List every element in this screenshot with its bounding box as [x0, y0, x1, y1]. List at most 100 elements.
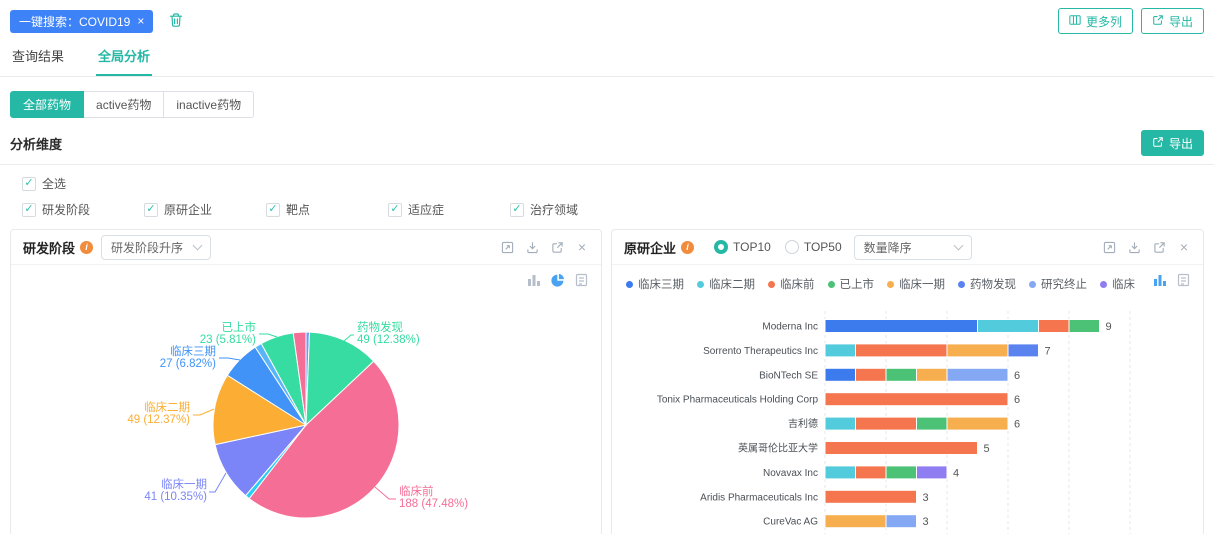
- pie-label-line: [374, 486, 396, 500]
- checkbox-checked-icon: ✓: [388, 202, 402, 217]
- legend-item-已上市[interactable]: 已上市: [827, 276, 874, 292]
- bar-segment-临床前[interactable]: [855, 465, 887, 480]
- bar-segment-临床前[interactable]: [824, 392, 1009, 407]
- bar-segment-已上市[interactable]: [885, 367, 917, 382]
- bar-segment-已上市[interactable]: [1068, 319, 1100, 333]
- checkbox-originator[interactable]: ✓ 原研企业: [144, 201, 266, 218]
- bar-segment-临床二期[interactable]: [824, 465, 856, 480]
- pie-slice-label: 临床一期: [161, 477, 207, 491]
- filter-all-drugs[interactable]: 全部药物: [10, 91, 85, 118]
- checkbox-indication[interactable]: ✓ 适应症: [388, 201, 510, 218]
- bar-segment-临床前[interactable]: [855, 367, 887, 382]
- tab-global-analysis[interactable]: 全局分析: [96, 40, 153, 76]
- bar-segment-临床[interactable]: [916, 465, 948, 480]
- table-view-icon[interactable]: [574, 272, 589, 287]
- bar-segment-临床二期[interactable]: [977, 319, 1039, 333]
- checkbox-target[interactable]: ✓ 靶点: [266, 201, 388, 218]
- info-icon[interactable]: i: [80, 240, 94, 254]
- checkbox-rd-stage[interactable]: ✓ 研发阶段: [22, 201, 144, 218]
- bar-total-label: 7: [1045, 345, 1051, 357]
- more-columns-button[interactable]: 更多列: [1057, 8, 1133, 34]
- dimension-checkboxes: ✓ 全选 ✓ 研发阶段 ✓ 原研企业 ✓ 靶点 ✓ 适应症 ✓: [0, 165, 1214, 218]
- fullscreen-icon[interactable]: [500, 240, 514, 254]
- pie-slice[interactable]: [292, 331, 307, 426]
- company-label: BioNTech SE: [759, 370, 818, 381]
- radio-top10[interactable]: TOP10: [714, 240, 771, 254]
- bar-chart-type-icon[interactable]: [1152, 272, 1167, 287]
- pie-chart-type-icon[interactable]: [550, 272, 565, 287]
- bar-segment-临床一期[interactable]: [946, 416, 1009, 431]
- panel-rd-stage-body: 药物发现 49 (12.38%) 临床前 188 (47.48%) 临床一期 41 (10…: [11, 265, 601, 534]
- bar-segment-研究终止[interactable]: [946, 367, 1009, 382]
- bar-chart-type-icon[interactable]: [526, 272, 541, 287]
- bar-segment-临床三期[interactable]: [824, 367, 856, 382]
- bar-segment-临床一期[interactable]: [916, 367, 948, 382]
- fullscreen-icon[interactable]: [1102, 240, 1116, 254]
- top-n-radio-group: TOP10 TOP50: [714, 240, 842, 254]
- bar-total-label: 9: [1106, 321, 1112, 333]
- tag-close-icon[interactable]: ×: [137, 14, 145, 28]
- bar-segment-临床三期[interactable]: [824, 319, 978, 333]
- bar-segment-临床二期[interactable]: [824, 343, 856, 358]
- legend-dot: [887, 280, 894, 288]
- bar-segment-临床前[interactable]: [855, 416, 917, 431]
- checkbox-select-all[interactable]: ✓ 全选: [22, 175, 144, 192]
- search-tag[interactable]: 一键搜索：COVID19 ×: [10, 9, 154, 33]
- bar-total-label: 3: [923, 492, 929, 504]
- bar-segment-已上市[interactable]: [885, 465, 917, 480]
- export-icon: [1152, 136, 1164, 151]
- pie-label-line: [259, 333, 278, 338]
- tab-query-results[interactable]: 查询结果: [12, 49, 65, 64]
- company-label: Tonix Pharmaceuticals Holding Corp: [657, 395, 819, 406]
- panel-title: 原研企业: [624, 240, 677, 256]
- bar-segment-临床前[interactable]: [1038, 319, 1070, 333]
- pie-slice-label: 27 (6.82%): [160, 358, 216, 370]
- download-icon[interactable]: [1127, 240, 1141, 254]
- close-icon[interactable]: ×: [1179, 239, 1189, 255]
- bar-segment-临床前[interactable]: [824, 489, 917, 504]
- legend-item-研究终止[interactable]: 研究终止: [1029, 276, 1087, 292]
- legend-item-临床二期[interactable]: 临床二期: [697, 276, 755, 292]
- pie-slice-临床二期[interactable]: [212, 374, 308, 446]
- search-tag-label: 一键搜索：COVID19: [19, 14, 131, 29]
- bar-total-label: 3: [923, 516, 929, 528]
- table-view-icon[interactable]: [1176, 272, 1191, 287]
- export-button-analysis[interactable]: 导出: [1140, 130, 1204, 156]
- bar-segment-临床二期[interactable]: [824, 416, 856, 431]
- top-bar: 一键搜索：COVID19 × 更多列: [0, 0, 1214, 40]
- bar-segment-临床前[interactable]: [855, 343, 948, 358]
- open-external-icon[interactable]: [1152, 240, 1166, 254]
- filter-active-drugs[interactable]: active药物: [83, 91, 165, 118]
- bar-total-label: 6: [1014, 394, 1020, 406]
- download-icon[interactable]: [525, 240, 539, 254]
- legend-item-临床三期[interactable]: 临床三期: [626, 276, 684, 292]
- bar-segment-临床一期[interactable]: [824, 514, 887, 529]
- company-label: 英属哥伦比亚大学: [738, 442, 818, 455]
- info-icon[interactable]: i: [681, 240, 695, 254]
- bar-segment-研究终止[interactable]: [885, 514, 917, 529]
- pie-slice-label: 49 (12.37%): [127, 414, 190, 426]
- legend-item-临床一期[interactable]: 临床一期: [887, 276, 945, 292]
- bar-segment-临床前[interactable]: [824, 441, 978, 455]
- bar-segment-临床一期[interactable]: [946, 343, 1009, 358]
- chevron-down-icon: [953, 240, 964, 250]
- radio-top50[interactable]: TOP50: [784, 240, 842, 254]
- filter-inactive-drugs[interactable]: inactive药物: [163, 91, 255, 118]
- open-external-icon[interactable]: [550, 240, 564, 254]
- sort-select-rd-stage[interactable]: 研发阶段升序: [101, 234, 212, 260]
- bar-segment-药物发现[interactable]: [1007, 343, 1039, 358]
- analysis-section-header: 分析维度 导出: [0, 118, 1214, 165]
- legend-label: 研究终止: [1041, 279, 1087, 291]
- sort-select-originator[interactable]: 数量降序: [853, 234, 972, 260]
- legend-item-药物发现[interactable]: 药物发现: [958, 276, 1016, 292]
- export-button-top[interactable]: 导出: [1140, 8, 1204, 34]
- bar-segment-已上市[interactable]: [916, 416, 948, 431]
- close-icon[interactable]: ×: [577, 239, 587, 255]
- legend-item-临床前[interactable]: 临床前: [768, 276, 815, 292]
- trash-button[interactable]: [166, 11, 186, 31]
- legend-dot: [768, 280, 775, 288]
- checkbox-therapy-area[interactable]: ✓ 治疗领域: [510, 201, 632, 218]
- legend-item-临床[interactable]: 临床: [1100, 276, 1135, 292]
